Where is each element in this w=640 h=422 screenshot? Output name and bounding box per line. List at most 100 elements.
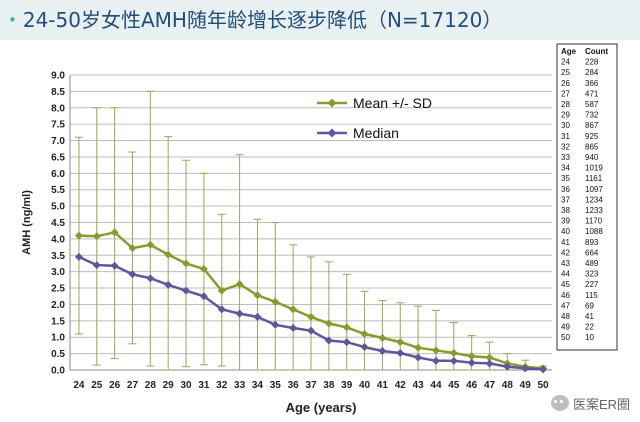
median-series-point xyxy=(414,353,423,362)
count-table-age-cell: 41 xyxy=(561,238,570,247)
count-table-count-cell: 10 xyxy=(585,333,594,342)
watermark-text: 医案ER圈 xyxy=(572,396,630,412)
x-tick-label: 50 xyxy=(538,380,550,391)
x-tick-label: 45 xyxy=(448,380,460,391)
watermark: 医案ER圈 xyxy=(550,392,630,414)
median-series-point xyxy=(74,252,83,261)
median-series-point xyxy=(217,305,226,314)
mean-series-point xyxy=(182,259,191,268)
mean-series-point xyxy=(128,244,137,253)
count-table-header-count: Count xyxy=(585,47,608,56)
x-tick-label: 46 xyxy=(466,380,478,391)
count-table-count-cell: 1019 xyxy=(585,164,603,173)
count-table-age-cell: 39 xyxy=(561,217,570,226)
x-tick-label: 30 xyxy=(180,380,192,391)
slide-title: • 24-50岁女性AMH随年龄增长逐步降低（N=17120） xyxy=(8,4,502,36)
y-tick-label: 7.0 xyxy=(51,136,65,147)
y-tick-label: 1.5 xyxy=(51,316,65,327)
mean-series-point xyxy=(235,280,244,289)
count-table-count-cell: 366 xyxy=(585,79,599,88)
x-tick-label: 41 xyxy=(377,380,389,391)
count-table-age-cell: 29 xyxy=(561,111,570,120)
x-tick-label: 28 xyxy=(145,380,157,391)
count-table-age-cell: 35 xyxy=(561,174,570,183)
x-tick-label: 26 xyxy=(109,380,121,391)
x-tick-label: 34 xyxy=(252,380,264,391)
mean-series-point xyxy=(485,353,494,362)
y-tick-label: 8.5 xyxy=(51,87,65,98)
x-tick-label: 48 xyxy=(502,380,514,391)
count-table-age-cell: 31 xyxy=(561,132,570,141)
count-table-count-cell: 22 xyxy=(585,323,594,332)
y-tick-label: 4.5 xyxy=(51,218,65,229)
legend-median-label: Median xyxy=(353,125,399,141)
x-tick-label: 39 xyxy=(341,380,353,391)
x-tick-label: 47 xyxy=(484,380,496,391)
mean-series-point xyxy=(342,323,351,332)
header-band xyxy=(0,0,640,40)
count-table-count-cell: 865 xyxy=(585,142,599,151)
x-tick-label: 31 xyxy=(198,380,210,391)
y-tick-label: 3.0 xyxy=(51,267,65,278)
count-table-age-cell: 27 xyxy=(561,89,570,98)
bullet-icon: • xyxy=(8,11,17,29)
mean-series-point xyxy=(289,305,298,314)
median-series-point xyxy=(485,359,494,368)
median-series-point xyxy=(110,261,119,270)
x-tick-label: 49 xyxy=(520,380,532,391)
legend-mean-marker xyxy=(327,98,337,108)
y-tick-label: 6.5 xyxy=(51,152,65,163)
count-table-age-cell: 50 xyxy=(561,333,570,342)
count-table-age-cell: 44 xyxy=(561,270,570,279)
x-tick-label: 44 xyxy=(430,380,442,391)
mean-series-point xyxy=(92,232,101,241)
count-table-box xyxy=(556,43,618,351)
median-series-point xyxy=(378,346,387,355)
mean-series-point xyxy=(271,297,280,306)
count-table-count-cell: 1233 xyxy=(585,206,603,215)
x-tick-label: 29 xyxy=(163,380,175,391)
y-tick-label: 2.0 xyxy=(51,300,65,311)
y-tick-label: 2.5 xyxy=(51,284,65,295)
count-table-count-cell: 1161 xyxy=(585,174,603,183)
count-table-age-cell: 45 xyxy=(561,280,570,289)
y-tick-label: 0.5 xyxy=(51,349,65,360)
x-tick-label: 37 xyxy=(305,380,317,391)
median-series-point xyxy=(164,280,173,289)
x-tick-label: 25 xyxy=(91,380,103,391)
median-series-point xyxy=(431,356,440,365)
count-table-age-cell: 38 xyxy=(561,206,570,215)
count-table-age-cell: 42 xyxy=(561,248,570,257)
count-table-age-cell: 32 xyxy=(561,142,570,151)
median-series-point xyxy=(467,358,476,367)
count-table-count-cell: 1234 xyxy=(585,195,603,204)
count-table-count-cell: 227 xyxy=(585,280,599,289)
count-table-count-cell: 471 xyxy=(585,89,599,98)
count-table-age-cell: 47 xyxy=(561,301,570,310)
count-table-count-cell: 587 xyxy=(585,100,599,109)
count-table-age-cell: 40 xyxy=(561,227,570,236)
count-table-count-cell: 115 xyxy=(585,291,598,300)
mean-series-point xyxy=(396,338,405,347)
count-table-age-cell: 34 xyxy=(561,164,570,173)
median-series-point xyxy=(128,270,137,279)
y-tick-label: 3.5 xyxy=(51,251,65,262)
slide-title-text: 24-50岁女性AMH随年龄增长逐步降低（N=17120） xyxy=(22,8,503,32)
x-tick-label: 36 xyxy=(288,380,300,391)
count-table-count-cell: 228 xyxy=(585,58,599,67)
median-series-point xyxy=(396,348,405,357)
wechat-icon xyxy=(550,395,569,411)
count-table-count-cell: 893 xyxy=(585,238,599,247)
median-series-point xyxy=(342,338,351,347)
count-table-count-cell: 284 xyxy=(585,68,599,77)
count-table-age-cell: 48 xyxy=(561,312,570,321)
legend-mean-label: Mean +/- SD xyxy=(353,95,432,111)
count-table-count-cell: 1170 xyxy=(585,217,603,226)
median-series-point xyxy=(449,356,458,365)
count-table-count-cell: 867 xyxy=(585,121,599,130)
y-tick-label: 6.0 xyxy=(51,169,65,180)
count-table-count-cell: 925 xyxy=(585,132,599,141)
count-table-age-cell: 30 xyxy=(561,121,570,130)
median-series-point xyxy=(146,274,155,283)
